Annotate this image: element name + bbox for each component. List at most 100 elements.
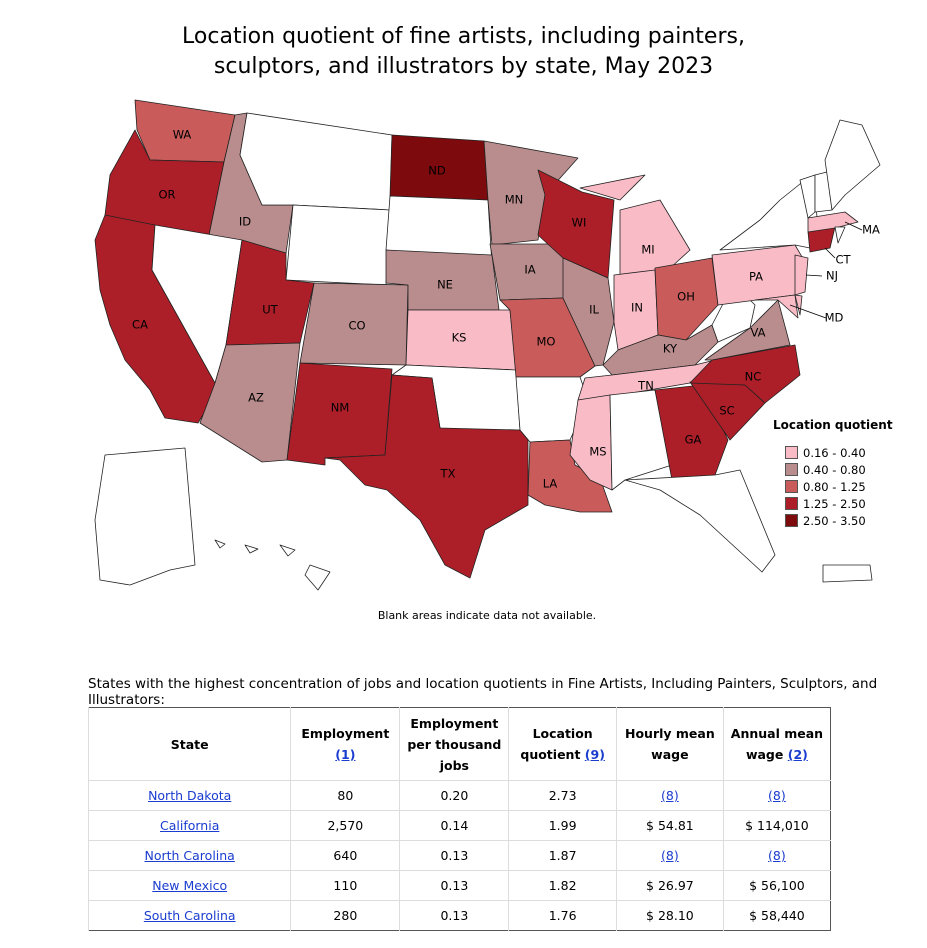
- employment-cell: 280: [290, 900, 400, 931]
- state-va: [704, 299, 791, 361]
- legend-label: 1.25 - 2.50: [803, 496, 866, 511]
- state-label-nd: ND: [428, 164, 446, 178]
- state-mt: [239, 112, 393, 211]
- footnote-1-link[interactable]: (1): [335, 747, 356, 762]
- state-oh: [654, 257, 719, 341]
- state-label-tx: TX: [440, 467, 456, 481]
- state-hi: [214, 539, 331, 591]
- state-label-ut: UT: [262, 303, 278, 317]
- per-thousand-cell: 0.14: [399, 810, 509, 841]
- legend-item: 0.16 - 0.40: [773, 444, 893, 461]
- state-link[interactable]: South Carolina: [143, 908, 236, 923]
- legend-title: Location quotient: [773, 418, 893, 432]
- lq-cell: 1.82: [508, 870, 617, 901]
- col-header-hourly-wage: Hourly mean wage: [615, 707, 724, 781]
- state-label-ks: KS: [452, 331, 467, 345]
- state-label-pa: PA: [749, 270, 763, 284]
- state-link[interactable]: North Carolina: [144, 848, 235, 863]
- us-state-map: WA OR CA ID UT AZ CO NM ND NE KS TX MN IA MO LA WI IL MI IN…: [94, 99, 881, 591]
- per-thousand-cell: 0.13: [399, 840, 509, 871]
- state-ak: [94, 447, 196, 586]
- hourly-cell: (8): [615, 840, 724, 871]
- state-nj: [794, 254, 809, 296]
- state-cell: New Mexico: [87, 870, 291, 901]
- table-row: North Dakota 80 0.20 2.73 (8) (8): [87, 780, 831, 811]
- legend-label: 0.16 - 0.40: [803, 445, 866, 460]
- hourly-cell: (8): [615, 780, 724, 811]
- state-link[interactable]: California: [160, 818, 220, 833]
- legend-item: 1.25 - 2.50: [773, 495, 893, 512]
- legend-swatch: [785, 514, 798, 527]
- per-thousand-cell: 0.13: [399, 870, 509, 901]
- annual-cell: $ 56,100: [722, 870, 831, 901]
- state-label-sc: SC: [719, 404, 734, 418]
- footnote-9-link[interactable]: (9): [584, 747, 605, 762]
- state-cell: California: [87, 810, 291, 841]
- lq-cell: 1.87: [508, 840, 617, 871]
- state-ma: [807, 211, 859, 233]
- annual-cell: (8): [722, 780, 831, 811]
- legend-label: 2.50 - 3.50: [803, 513, 866, 528]
- state-tx: [324, 374, 529, 579]
- state-link[interactable]: New Mexico: [152, 878, 228, 893]
- map-title: Location quotient of fine artists, inclu…: [0, 22, 927, 82]
- state-label-ga: GA: [685, 433, 702, 447]
- col-header-per-thousand: Employment per thousand jobs: [399, 707, 509, 781]
- per-thousand-cell: 0.20: [399, 780, 509, 811]
- state-label-ia: IA: [524, 263, 535, 277]
- state-label-mo: MO: [537, 335, 556, 349]
- state-label-va: VA: [751, 326, 766, 340]
- state-wy: [285, 204, 391, 286]
- footnote-8-link[interactable]: (8): [661, 848, 679, 863]
- state-cell: South Carolina: [87, 900, 291, 931]
- state-ms: [569, 394, 613, 491]
- state-label-ky: KY: [663, 342, 678, 356]
- state-label-id: ID: [239, 215, 251, 229]
- table-header-row: State Employment (1) Employment per thou…: [87, 707, 831, 781]
- legend-label: 0.40 - 0.80: [803, 462, 866, 477]
- annual-cell: $ 58,440: [722, 900, 831, 931]
- state-label-mn: MN: [505, 193, 524, 207]
- hourly-cell: $ 54.81: [615, 810, 724, 841]
- legend-swatch: [785, 446, 798, 459]
- lq-cell: 1.99: [508, 810, 617, 841]
- legend-item: 0.80 - 1.25: [773, 478, 893, 495]
- lq-cell: 1.76: [508, 900, 617, 931]
- state-pr: [822, 564, 873, 583]
- footnote-8-link[interactable]: (8): [768, 848, 786, 863]
- col-header-annual-wage: Annual mean wage (2): [722, 707, 831, 781]
- state-az: [199, 342, 301, 463]
- legend-swatch: [785, 497, 798, 510]
- concentration-table: State Employment (1) Employment per thou…: [87, 707, 831, 931]
- lq-cell: 2.73: [508, 780, 617, 811]
- state-label-nm: NM: [331, 401, 350, 415]
- state-link[interactable]: North Dakota: [148, 788, 232, 803]
- legend-item: 0.40 - 0.80: [773, 461, 893, 478]
- state-label-tn: TN: [637, 379, 654, 393]
- employment-cell: 110: [290, 870, 400, 901]
- state-label-ca: CA: [132, 318, 148, 332]
- state-label-co: CO: [348, 319, 365, 333]
- col-header-employment: Employment (1): [290, 707, 400, 781]
- legend-label: 0.80 - 1.25: [803, 479, 866, 494]
- state-ri: [834, 226, 846, 244]
- hourly-cell: $ 26.97: [615, 870, 724, 901]
- col-header-state: State: [87, 707, 291, 781]
- footnote-2-link[interactable]: (2): [787, 747, 808, 762]
- state-fl: [624, 469, 776, 573]
- state-label-ms: MS: [589, 445, 606, 459]
- state-me: [824, 119, 881, 211]
- map-note: Blank areas indicate data not available.: [377, 609, 597, 622]
- state-label-ne: NE: [437, 278, 453, 292]
- map-title-line-2: sculptors, and illustrators by state, Ma…: [213, 54, 714, 79]
- state-mi: [579, 174, 691, 276]
- state-label-la: LA: [543, 477, 558, 491]
- table-row: North Carolina 640 0.13 1.87 (8) (8): [87, 840, 831, 871]
- state-label-mi: MI: [641, 243, 654, 257]
- footnote-8-link[interactable]: (8): [768, 788, 786, 803]
- state-label-oh: OH: [677, 290, 695, 304]
- footnote-8-link[interactable]: (8): [661, 788, 679, 803]
- col-header-location-quotient: Location quotient (9): [508, 707, 617, 781]
- state-label-az: AZ: [248, 391, 264, 405]
- annual-cell: (8): [722, 840, 831, 871]
